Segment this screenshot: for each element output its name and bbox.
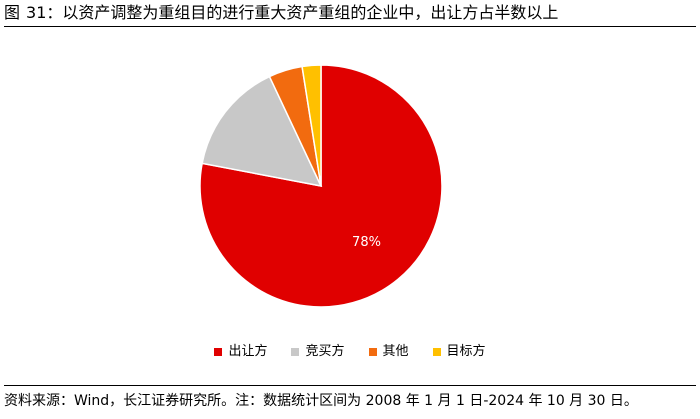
- source-note: 资料来源：Wind，长江证券研究所。注：数据统计区间为 2008 年 1 月 1…: [4, 393, 638, 409]
- chart-legend: 出让方 竞买方 其他 目标方: [0, 343, 700, 361]
- pie-slice-4: [301, 64, 322, 187]
- legend-item-3: 其他: [368, 343, 409, 361]
- figure-number: 31：: [26, 3, 63, 22]
- legend-label-4: 目标方: [446, 344, 486, 359]
- legend-swatch-3: [368, 348, 377, 356]
- data-label-1: 78%: [352, 235, 381, 250]
- legend-label-2: 竞买方: [305, 344, 345, 359]
- legend-item-4: 目标方: [432, 343, 486, 361]
- legend-label-1: 出让方: [228, 344, 268, 359]
- legend-swatch-1: [214, 348, 223, 356]
- figure-title: 图 31：以资产调整为重组目的进行重大资产重组的企业中，出让方占半数以上: [4, 2, 558, 24]
- pie-slice-2: [201, 75, 323, 188]
- legend-item-2: 竞买方: [291, 343, 345, 361]
- legend-swatch-2: [291, 348, 300, 356]
- top-rule: [4, 26, 696, 27]
- legend-item-1: 出让方: [214, 343, 267, 361]
- legend-label-3: 其他: [382, 344, 409, 359]
- pie-chart: 78%: [199, 64, 443, 308]
- legend-swatch-4: [432, 348, 441, 356]
- bottom-rule: [4, 385, 696, 386]
- figure-title-text: 以资产调整为重组目的进行重大资产重组的企业中，出让方占半数以上: [62, 3, 559, 22]
- figure-label: 图: [4, 3, 21, 22]
